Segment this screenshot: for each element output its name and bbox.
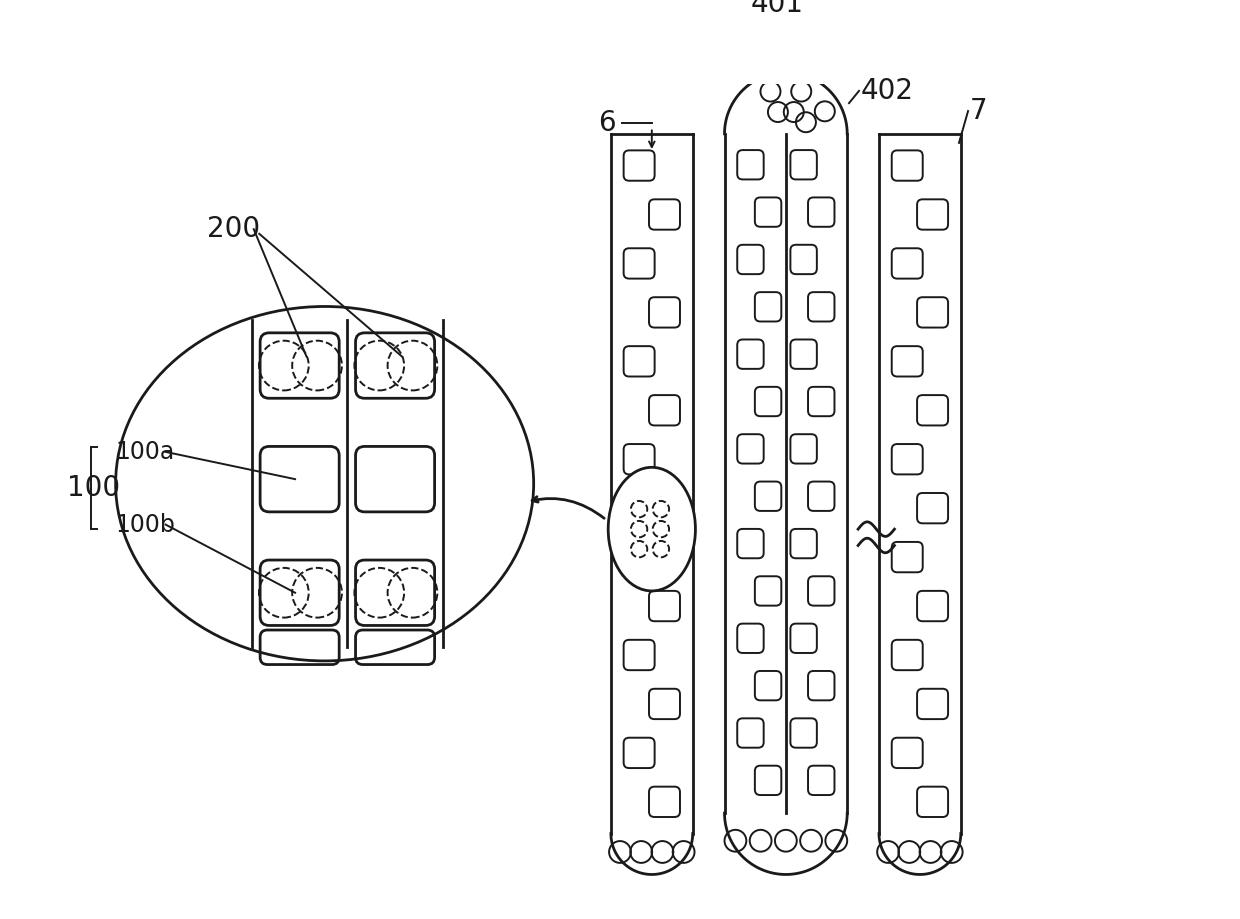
Text: 401: 401 — [750, 0, 804, 18]
Text: 6: 6 — [598, 109, 615, 137]
Text: 100b: 100b — [115, 513, 176, 537]
Text: 402: 402 — [861, 77, 914, 105]
Text: 100: 100 — [67, 474, 120, 503]
Ellipse shape — [608, 468, 696, 591]
Text: 100a: 100a — [115, 440, 175, 464]
Text: 200: 200 — [207, 215, 260, 244]
Ellipse shape — [115, 306, 533, 661]
Text: 7: 7 — [970, 97, 987, 125]
